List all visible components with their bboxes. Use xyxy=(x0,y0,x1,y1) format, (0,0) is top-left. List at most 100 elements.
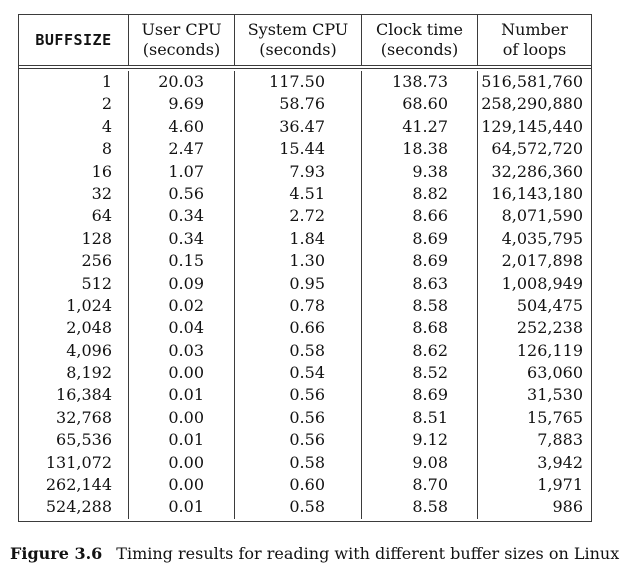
figure-caption-text: Timing results for reading with differen… xyxy=(116,544,620,563)
cell-loops: 258,290,880 xyxy=(481,94,583,114)
cell-buffsize: 1,024 xyxy=(19,294,129,318)
header-clock-time-line2: (seconds) xyxy=(380,40,459,59)
cell-system-cpu: 58.76 xyxy=(235,93,362,116)
cell-system-cpu: 36.47 xyxy=(235,115,362,139)
table-row: 512 0.09 0.95 8.63 1,008,949 xyxy=(19,272,591,295)
table-row: 2,048 0.04 0.66 8.68 252,238 xyxy=(19,317,591,340)
cell-loops: 516,581,760 xyxy=(481,72,583,91)
header-clock-time: Clock time (seconds) xyxy=(362,15,478,65)
cell-buffsize: 32,768 xyxy=(19,406,129,430)
cell-user-cpu: 0.34 xyxy=(129,205,235,228)
cell-buffsize: 524,288 xyxy=(19,496,129,519)
cell-clock-time: 8.69 xyxy=(362,250,478,273)
cell-clock-time: 8.51 xyxy=(362,406,478,430)
cell-system-cpu: 0.60 xyxy=(235,474,362,497)
cell-clock-time: 138.73 xyxy=(362,71,478,94)
header-user-cpu-line1: User CPU xyxy=(141,20,222,39)
table-row: 131,072 0.00 0.58 9.08 3,942 xyxy=(19,451,591,475)
cell-loops: 7,883 xyxy=(537,430,583,450)
cell-user-cpu: 0.04 xyxy=(129,317,235,340)
table-body: 1 20.03 117.50 138.73 516,581,760 2 9.69 58.76 6… xyxy=(19,69,591,521)
cell-user-cpu: 4.60 xyxy=(129,115,235,139)
cell-buffsize: 256 xyxy=(19,250,129,273)
cell-user-cpu: 0.01 xyxy=(129,384,235,407)
cell-buffsize: 2,048 xyxy=(19,317,129,340)
cell-user-cpu: 2.47 xyxy=(129,138,235,161)
cell-loops: 8,071,590 xyxy=(501,206,583,226)
cell-buffsize: 512 xyxy=(19,272,129,295)
cell-system-cpu: 0.56 xyxy=(235,384,362,407)
cell-buffsize: 16 xyxy=(19,160,129,183)
cell-clock-time: 8.62 xyxy=(362,339,478,363)
cell-buffsize: 4,096 xyxy=(19,339,129,363)
cell-clock-time: 9.12 xyxy=(362,429,478,452)
cell-system-cpu: 2.72 xyxy=(235,205,362,228)
table-row: 1 20.03 117.50 138.73 516,581,760 xyxy=(19,71,591,94)
header-number-of-loops: Number of loops xyxy=(478,15,591,65)
cell-buffsize: 2 xyxy=(19,93,129,116)
cell-system-cpu: 0.58 xyxy=(235,451,362,475)
header-buffsize-label: BUFFSIZE xyxy=(35,31,112,49)
table-row: 128 0.34 1.84 8.69 4,035,795 xyxy=(19,227,591,251)
cell-loops: 129,145,440 xyxy=(481,116,583,136)
cell-buffsize: 32 xyxy=(19,182,129,206)
cell-loops: 63,060 xyxy=(527,363,583,383)
cell-loops: 1,971 xyxy=(537,475,583,495)
cell-buffsize: 8,192 xyxy=(19,362,129,385)
cell-buffsize: 262,144 xyxy=(19,474,129,497)
cell-user-cpu: 9.69 xyxy=(129,93,235,116)
cell-user-cpu: 0.02 xyxy=(129,294,235,318)
table-row: 262,144 0.00 0.60 8.70 1,971 xyxy=(19,474,591,497)
cell-loops: 3,942 xyxy=(537,452,583,472)
cell-user-cpu: 20.03 xyxy=(129,71,235,94)
cell-clock-time: 9.38 xyxy=(362,160,478,183)
cell-system-cpu: 0.78 xyxy=(235,294,362,318)
cell-clock-time: 8.70 xyxy=(362,474,478,497)
cell-system-cpu: 0.56 xyxy=(235,406,362,430)
cell-clock-time: 8.68 xyxy=(362,317,478,340)
cell-system-cpu: 0.95 xyxy=(235,272,362,295)
cell-buffsize: 8 xyxy=(19,138,129,161)
table-row: 65,536 0.01 0.56 9.12 7,883 xyxy=(19,429,591,452)
table-row: 256 0.15 1.30 8.69 2,017,898 xyxy=(19,250,591,273)
cell-system-cpu: 0.56 xyxy=(235,429,362,452)
cell-user-cpu: 0.09 xyxy=(129,272,235,295)
cell-loops: 2,017,898 xyxy=(501,251,583,271)
table-row: 32 0.56 4.51 8.82 16,143,180 xyxy=(19,182,591,206)
cell-clock-time: 9.08 xyxy=(362,451,478,475)
table-row: 64 0.34 2.72 8.66 8,071,590 xyxy=(19,205,591,228)
cell-system-cpu: 0.58 xyxy=(235,339,362,363)
cell-user-cpu: 0.34 xyxy=(129,227,235,251)
cell-system-cpu: 1.84 xyxy=(235,227,362,251)
header-user-cpu: User CPU (seconds) xyxy=(129,15,235,65)
cell-user-cpu: 0.00 xyxy=(129,474,235,497)
table-header-row: BUFFSIZE User CPU (seconds) System CPU (… xyxy=(19,15,591,69)
cell-loops: 15,765 xyxy=(527,407,583,427)
cell-user-cpu: 0.56 xyxy=(129,182,235,206)
table-row: 4 4.60 36.47 41.27 129,145,440 xyxy=(19,115,591,139)
table-row: 4,096 0.03 0.58 8.62 126,119 xyxy=(19,339,591,363)
header-system-cpu: System CPU (seconds) xyxy=(235,15,362,65)
timing-results-table: BUFFSIZE User CPU (seconds) System CPU (… xyxy=(18,14,592,522)
table-row: 8 2.47 15.44 18.38 64,572,720 xyxy=(19,138,591,161)
cell-clock-time: 8.66 xyxy=(362,205,478,228)
cell-system-cpu: 0.54 xyxy=(235,362,362,385)
cell-clock-time: 8.58 xyxy=(362,496,478,519)
cell-clock-time: 68.60 xyxy=(362,93,478,116)
cell-user-cpu: 0.01 xyxy=(129,429,235,452)
cell-user-cpu: 0.03 xyxy=(129,339,235,363)
cell-buffsize: 131,072 xyxy=(19,451,129,475)
cell-loops: 1,008,949 xyxy=(501,273,583,293)
cell-system-cpu: 117.50 xyxy=(235,71,362,94)
cell-system-cpu: 4.51 xyxy=(235,182,362,206)
table-row: 32,768 0.00 0.56 8.51 15,765 xyxy=(19,406,591,430)
cell-loops: 986 xyxy=(552,497,583,517)
cell-buffsize: 128 xyxy=(19,227,129,251)
cell-clock-time: 8.58 xyxy=(362,294,478,318)
figure-caption-label: Figure 3.6 xyxy=(10,544,103,563)
cell-loops: 64,572,720 xyxy=(491,139,583,159)
header-clock-time-line1: Clock time xyxy=(376,20,463,39)
header-buffsize: BUFFSIZE xyxy=(19,15,129,65)
cell-system-cpu: 1.30 xyxy=(235,250,362,273)
cell-user-cpu: 0.00 xyxy=(129,406,235,430)
